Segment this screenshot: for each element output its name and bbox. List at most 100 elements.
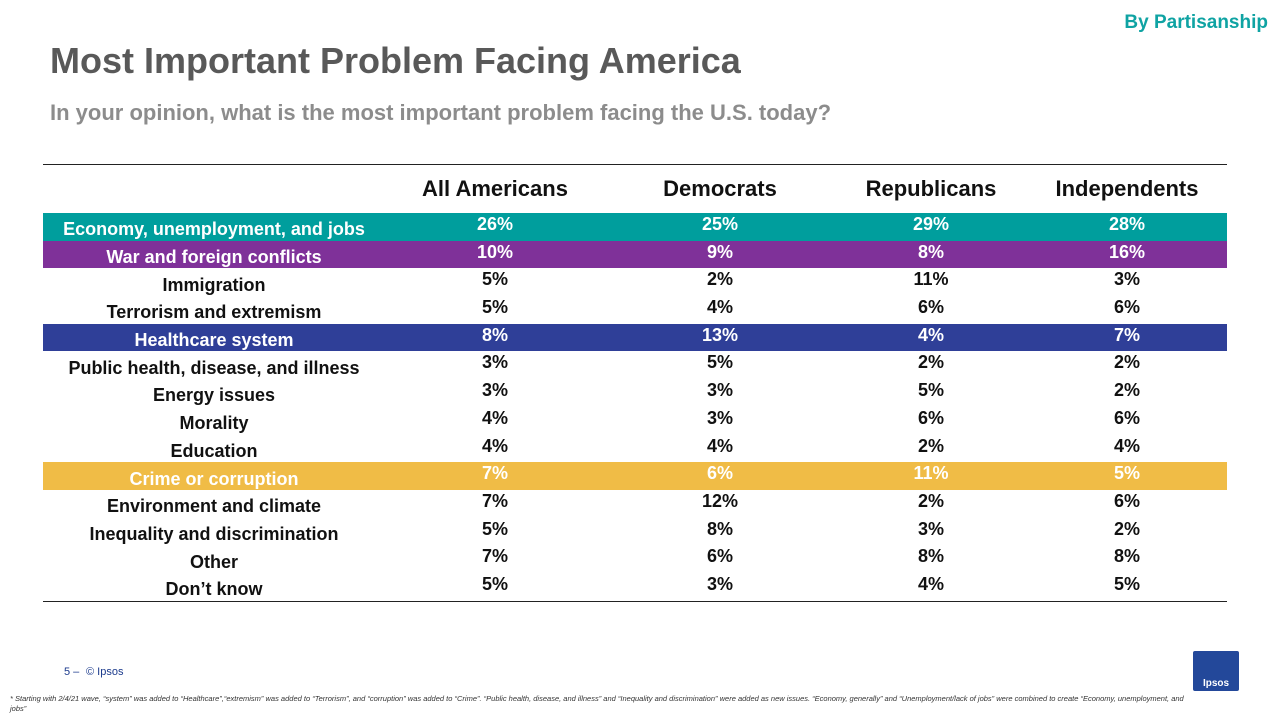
cell-value: 5% — [1113, 573, 1140, 594]
page-number: 5 – — [64, 666, 80, 678]
table-row: War and foreign conflicts 10% 9% 8% 16% — [43, 240, 1227, 269]
cell-value: 2% — [1113, 518, 1140, 539]
cell-value: 28% — [1108, 214, 1146, 234]
row-label: Morality — [179, 413, 249, 434]
cell-value: 3% — [481, 380, 508, 401]
cell-value: 8% — [917, 546, 944, 567]
title: Most Important Problem Facing America — [50, 40, 741, 81]
cell-value: 4% — [706, 297, 733, 318]
copyright: © Ipsos — [86, 666, 124, 678]
table-row: Healthcare system 8% 13% 4% 7% — [43, 323, 1227, 352]
table-row: Crime or corruption 7% 6% 11% 5% — [43, 462, 1227, 490]
cell-value: 12% — [701, 490, 739, 511]
column-header: Democrats — [663, 176, 777, 201]
cell-value: 4% — [917, 324, 944, 345]
footnote: * Starting with 2/4/21 wave, “system” wa… — [10, 694, 1184, 713]
cell-value: 7% — [1113, 324, 1140, 345]
cell-value: 3% — [917, 518, 944, 539]
row-label: Terrorism and extremism — [106, 302, 322, 323]
cell-value: 4% — [481, 435, 508, 456]
cell-value: 5% — [481, 269, 508, 290]
table-row: Education 4% 4% 2% 4% — [43, 435, 1227, 463]
cell-value: 10% — [476, 241, 514, 262]
table-row: Public health, disease, and illness 3% 5% 2… — [43, 351, 1227, 379]
row-label: Inequality and discrimination — [89, 523, 339, 544]
cell-value: 4% — [917, 573, 944, 594]
cell-value: 25% — [701, 214, 739, 234]
row-label: Immigration — [162, 274, 266, 295]
table-row: Terrorism and extremism 5% 4% 6% 6% — [43, 296, 1227, 324]
cell-value: 8% — [917, 241, 944, 262]
cell-value: 11% — [913, 463, 949, 484]
cell-value: 8% — [481, 324, 508, 345]
cell-value: 26% — [476, 214, 514, 234]
logo: Ipsos — [1193, 651, 1239, 691]
cell-value: 3% — [1113, 269, 1140, 290]
row-label: Economy, unemployment, and jobs — [63, 219, 365, 240]
cell-value: 2% — [917, 352, 944, 373]
table-row: Inequality and discrimination 5% 8% 3% 2% — [43, 518, 1227, 546]
cell-value: 6% — [917, 297, 944, 318]
cell-value: 2% — [1113, 380, 1140, 401]
column-header: Republicans — [865, 176, 997, 201]
table-row: Other 7% 6% 8% 8% — [43, 545, 1227, 573]
table-row: Energy issues 3% 3% 5% 2% — [43, 379, 1227, 407]
cell-value: 5% — [1113, 463, 1140, 484]
cell-value: 29% — [912, 214, 950, 234]
results-table: All Americans Democrats Republicans Indepen… — [43, 164, 1227, 602]
cell-value: 11% — [913, 269, 949, 290]
column-header: Independents — [1055, 176, 1199, 201]
cell-value: 3% — [706, 380, 733, 401]
table-row: Economy, unemployment, and jobs 26% 25% 29%… — [43, 213, 1227, 241]
cell-value: 3% — [481, 352, 508, 373]
cell-value: 7% — [481, 546, 508, 567]
cell-value: 6% — [917, 407, 944, 428]
cell-value: 4% — [481, 407, 508, 428]
row-label: Public health, disease, and illness — [68, 357, 360, 378]
cell-value: 5% — [481, 297, 508, 318]
cell-value: 2% — [917, 490, 944, 511]
table-row: Immigration 5% 2% 11% 3% — [43, 268, 1227, 296]
cell-value: 2% — [706, 269, 733, 290]
cell-value: 5% — [706, 352, 733, 373]
section-tag: By Partisanship — [1124, 12, 1268, 33]
cell-value: 2% — [917, 435, 944, 456]
cell-value: 7% — [481, 463, 508, 484]
row-label: Education — [170, 440, 258, 461]
row-label: Other — [189, 551, 238, 572]
row-label: Crime or corruption — [129, 468, 299, 489]
cell-value: 4% — [1113, 435, 1140, 456]
cell-value: 16% — [1108, 241, 1146, 262]
cell-value: 7% — [481, 490, 508, 511]
cell-value: 2% — [1113, 352, 1140, 373]
cell-value: 3% — [706, 573, 733, 594]
table-row: Morality 4% 3% 6% 6% — [43, 407, 1227, 435]
cell-value: 3% — [706, 407, 733, 428]
cell-value: 13% — [701, 324, 739, 345]
table-row: Don’t know 5% 3% 4% 5% — [43, 573, 1227, 601]
cell-value: 5% — [481, 573, 508, 594]
cell-value: 5% — [481, 518, 508, 539]
subtitle: In your opinion, what is the most import… — [50, 100, 832, 125]
row-label: War and foreign conflicts — [106, 247, 322, 268]
cell-value: 8% — [1113, 546, 1140, 567]
blank-header — [43, 165, 385, 214]
cell-value: 5% — [917, 380, 944, 401]
cell-value: 6% — [706, 463, 733, 484]
cell-value: 6% — [1113, 297, 1140, 318]
table-body: Economy, unemployment, and jobs 26% 25% 29%… — [43, 213, 1227, 601]
row-label: Environment and climate — [106, 496, 322, 517]
cell-value: 6% — [706, 546, 733, 567]
header-row: All Americans Democrats Republicans Indepen… — [43, 165, 1227, 214]
cell-value: 6% — [1113, 407, 1140, 428]
row-label: Don’t know — [165, 579, 263, 600]
cell-value: 8% — [706, 518, 733, 539]
column-header: All Americans — [422, 176, 568, 201]
row-label: Healthcare system — [134, 330, 294, 351]
cell-value: 4% — [706, 435, 733, 456]
cell-value: 6% — [1113, 490, 1140, 511]
row-label: Energy issues — [152, 385, 276, 406]
cell-value: 9% — [706, 241, 733, 262]
table-row: Environment and climate 7% 12% 2% 6% — [43, 490, 1227, 518]
